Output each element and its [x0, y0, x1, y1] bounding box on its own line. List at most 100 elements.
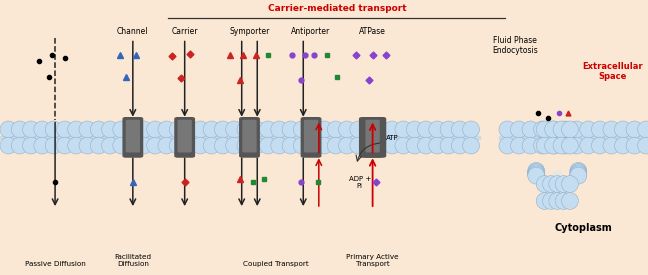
Ellipse shape: [90, 137, 107, 154]
Ellipse shape: [534, 137, 550, 154]
Ellipse shape: [603, 137, 619, 154]
Bar: [553, 171, 561, 176]
Ellipse shape: [181, 137, 198, 154]
Ellipse shape: [570, 166, 586, 183]
Ellipse shape: [592, 137, 608, 154]
Ellipse shape: [350, 121, 367, 138]
Text: ADP +
Pi: ADP + Pi: [349, 176, 371, 189]
Text: Carrier-mediated transport: Carrier-mediated transport: [268, 4, 406, 13]
Bar: [499, 136, 648, 139]
Ellipse shape: [248, 137, 265, 154]
Ellipse shape: [440, 121, 457, 138]
Ellipse shape: [214, 137, 231, 154]
Ellipse shape: [237, 137, 254, 154]
Ellipse shape: [549, 192, 566, 209]
Text: Carrier: Carrier: [172, 28, 198, 37]
Ellipse shape: [406, 121, 423, 138]
FancyBboxPatch shape: [123, 118, 143, 157]
Ellipse shape: [626, 121, 643, 138]
Ellipse shape: [260, 121, 277, 138]
Ellipse shape: [499, 137, 516, 154]
Ellipse shape: [124, 137, 141, 154]
Ellipse shape: [169, 137, 186, 154]
Ellipse shape: [67, 121, 84, 138]
Ellipse shape: [56, 121, 73, 138]
FancyBboxPatch shape: [240, 118, 259, 157]
Ellipse shape: [614, 121, 631, 138]
Ellipse shape: [226, 121, 242, 138]
Ellipse shape: [124, 121, 141, 138]
Ellipse shape: [226, 137, 242, 154]
Ellipse shape: [45, 121, 62, 138]
Ellipse shape: [544, 137, 561, 154]
Text: Fluid Phase
Endocytosis: Fluid Phase Endocytosis: [492, 36, 538, 55]
Ellipse shape: [527, 167, 544, 184]
Ellipse shape: [570, 167, 586, 184]
Ellipse shape: [542, 192, 559, 209]
Ellipse shape: [545, 121, 562, 138]
Ellipse shape: [570, 163, 586, 179]
Ellipse shape: [417, 121, 434, 138]
Ellipse shape: [305, 121, 321, 138]
Ellipse shape: [522, 137, 539, 154]
Ellipse shape: [568, 121, 585, 138]
Ellipse shape: [0, 137, 17, 154]
Ellipse shape: [350, 137, 367, 154]
FancyBboxPatch shape: [363, 118, 382, 157]
Ellipse shape: [248, 121, 265, 138]
Ellipse shape: [537, 176, 553, 192]
Ellipse shape: [214, 121, 231, 138]
Ellipse shape: [429, 121, 446, 138]
Ellipse shape: [338, 121, 355, 138]
Ellipse shape: [158, 121, 175, 138]
Ellipse shape: [511, 137, 527, 154]
Ellipse shape: [305, 137, 321, 154]
Ellipse shape: [192, 137, 209, 154]
Ellipse shape: [79, 137, 96, 154]
Ellipse shape: [102, 121, 119, 138]
Ellipse shape: [561, 121, 578, 138]
Ellipse shape: [327, 137, 344, 154]
Ellipse shape: [463, 137, 480, 154]
Ellipse shape: [570, 165, 586, 182]
Ellipse shape: [544, 121, 561, 138]
Text: Passive Diffusion: Passive Diffusion: [25, 261, 86, 267]
Ellipse shape: [158, 137, 175, 154]
Ellipse shape: [561, 192, 578, 209]
Ellipse shape: [34, 121, 51, 138]
Ellipse shape: [561, 176, 578, 192]
Ellipse shape: [452, 121, 469, 138]
Ellipse shape: [135, 137, 152, 154]
Ellipse shape: [338, 137, 355, 154]
Text: Symporter: Symporter: [229, 28, 270, 37]
Ellipse shape: [499, 121, 516, 138]
Text: Cytoplasm: Cytoplasm: [554, 223, 612, 233]
Bar: [0, 136, 480, 139]
Text: Facilitated
Diffusion: Facilitated Diffusion: [114, 254, 152, 267]
Text: Antiporter: Antiporter: [292, 28, 330, 37]
Ellipse shape: [557, 137, 573, 154]
Ellipse shape: [146, 137, 163, 154]
FancyBboxPatch shape: [301, 118, 321, 157]
Text: Primary Active
Transport: Primary Active Transport: [346, 254, 399, 267]
Ellipse shape: [23, 121, 40, 138]
Ellipse shape: [282, 137, 299, 154]
Ellipse shape: [580, 137, 597, 154]
FancyBboxPatch shape: [360, 118, 386, 157]
Ellipse shape: [361, 121, 378, 138]
Text: Coupled Transport: Coupled Transport: [242, 261, 308, 267]
Ellipse shape: [537, 137, 553, 154]
Ellipse shape: [561, 137, 578, 154]
Ellipse shape: [384, 137, 400, 154]
Ellipse shape: [237, 121, 254, 138]
Ellipse shape: [146, 121, 163, 138]
Ellipse shape: [570, 164, 586, 180]
Ellipse shape: [294, 121, 310, 138]
Ellipse shape: [384, 121, 400, 138]
Ellipse shape: [67, 137, 84, 154]
Bar: [544, 178, 570, 186]
Ellipse shape: [294, 137, 310, 154]
Text: Extracellular
Space: Extracellular Space: [582, 62, 643, 81]
Ellipse shape: [327, 121, 344, 138]
Ellipse shape: [395, 137, 412, 154]
